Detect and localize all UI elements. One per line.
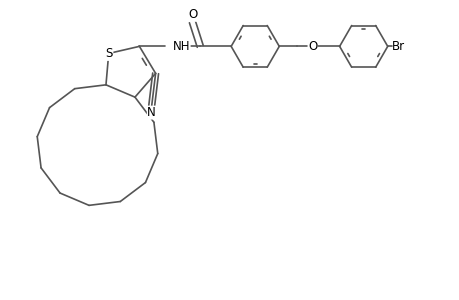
Text: O: O	[188, 8, 197, 22]
Text: N: N	[147, 106, 156, 119]
Text: S: S	[105, 47, 112, 60]
Text: O: O	[308, 40, 317, 53]
Text: Br: Br	[391, 40, 404, 53]
Text: NH: NH	[173, 40, 190, 53]
